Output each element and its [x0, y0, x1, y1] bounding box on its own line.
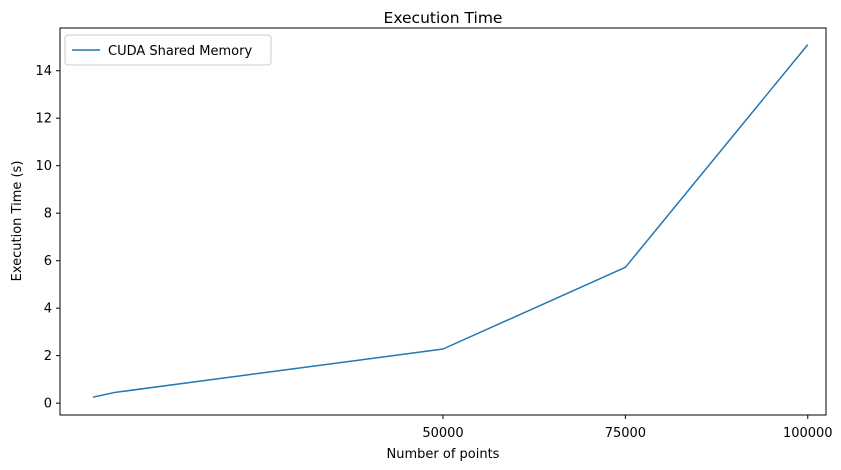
series-layer	[92, 44, 809, 398]
y-tick-label: 6	[44, 254, 52, 269]
plot-frame	[59, 27, 827, 416]
legend: CUDA Shared Memory	[64, 34, 272, 66]
plot-area	[60, 28, 826, 415]
legend-box	[64, 34, 272, 66]
x-axis-label: Number of points	[387, 447, 500, 462]
y-tick-label: 0	[44, 397, 52, 412]
chart-title: Execution Time	[384, 9, 503, 27]
y-tick-label: 14	[35, 64, 52, 79]
y-tick-label: 8	[44, 207, 52, 222]
y-axis-label: Execution Time (s)	[10, 161, 25, 282]
x-tick-label: 50000	[422, 426, 463, 441]
axis-ticks: 50000 75000 100000 0 2 4 6 8 10 12 14	[35, 64, 832, 441]
y-tick-label: 4	[44, 302, 52, 317]
y-tick-label: 12	[35, 112, 52, 127]
x-tick-label: 100000	[783, 426, 833, 441]
y-tick-label: 10	[35, 159, 52, 174]
series-line	[92, 44, 809, 398]
y-tick-label: 2	[44, 349, 52, 364]
legend-label: CUDA Shared Memory	[108, 44, 252, 59]
x-tick-label: 75000	[605, 426, 646, 441]
